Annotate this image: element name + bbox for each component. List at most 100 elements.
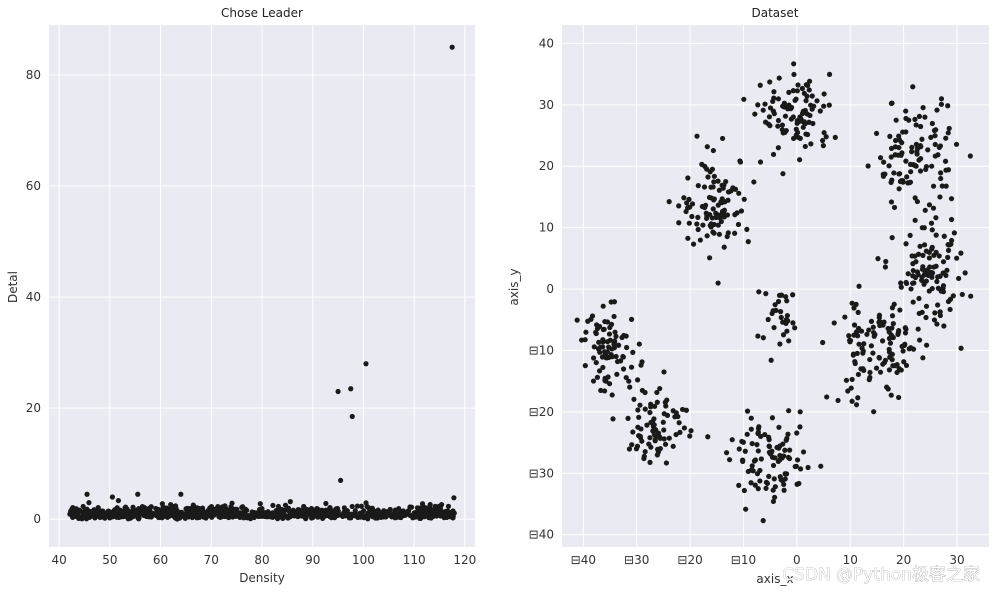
data-point [270,502,276,509]
data-point [303,507,309,514]
data-point [687,433,693,439]
data-point [84,491,90,497]
x-tick-label-left: 110 [403,553,426,567]
data-point [864,331,870,337]
data-point [610,416,616,422]
data-point [428,513,434,519]
data-point [792,325,798,331]
data-point [758,456,764,462]
data-point [896,186,902,192]
data-point [634,443,641,449]
data-point [744,408,751,414]
data-point [335,388,341,395]
data-point [794,88,800,94]
data-point [917,168,924,174]
data-point [866,327,872,333]
data-point [227,511,233,517]
data-point [635,433,642,439]
data-point [923,342,930,348]
data-point [903,158,909,164]
data-point [915,145,921,151]
data-point [797,424,803,430]
data-point [781,487,787,493]
data-point [776,75,782,81]
data-point [914,269,921,275]
data-point [729,437,735,443]
data-point [935,302,941,308]
data-point [858,328,865,334]
data-point [876,315,882,321]
data-point [762,119,769,125]
data-point [711,179,717,185]
data-point [685,175,691,181]
data-point [888,100,895,106]
data-point [782,447,788,453]
data-point [755,429,761,435]
data-point [898,367,904,373]
data-point [913,259,919,265]
data-point [395,512,401,518]
data-point [959,291,965,298]
data-point [718,218,724,225]
data-point [736,446,742,452]
data-point [772,484,778,490]
data-point [906,180,913,186]
data-point [375,507,381,513]
data-point [749,463,755,469]
data-point [942,158,949,164]
data-point [888,392,894,398]
data-point [606,331,613,337]
data-point [883,258,889,265]
data-point [875,256,881,262]
data-point [80,503,86,510]
data-point [807,112,813,119]
data-point [931,317,938,323]
data-point [900,129,906,135]
data-point [755,425,762,432]
data-point [933,232,939,238]
data-point [308,505,315,512]
data-point [790,88,796,94]
data-point [854,328,860,335]
data-point [781,453,787,459]
dataset-panel: ⊟40 ⊟30 ⊟20 ⊟10 0 10 20 30 ⊟40 ⊟30 ⊟20 ⊟10 0 10 20 30 4… [507,6,989,586]
data-point [716,187,722,193]
data-point [947,306,953,313]
data-point [913,141,919,147]
y-tick-label-right: ⊟20 [529,405,554,419]
data-point [799,110,806,117]
data-point [820,143,826,149]
data-point [657,385,663,392]
points-right [574,61,974,524]
data-point [861,341,867,347]
data-point [896,144,902,151]
data-point [287,514,293,520]
data-point [708,184,714,190]
data-point [611,338,618,344]
data-point [946,125,952,132]
data-point [732,212,738,218]
data-point [249,509,255,515]
data-point [910,267,916,274]
data-point [642,449,648,455]
data-point [790,114,796,120]
data-point [647,409,653,416]
data-point [715,178,721,184]
data-point [379,509,385,516]
data-point [934,278,940,285]
data-point [595,346,602,352]
data-point [673,410,679,416]
data-point [630,429,636,435]
data-point [100,508,106,514]
data-point [873,365,880,371]
data-point [932,153,938,159]
data-point [751,179,757,185]
data-point [818,463,824,469]
data-point [886,335,893,342]
data-point [907,161,914,167]
data-point [938,175,944,182]
data-point [684,200,690,206]
data-point [751,458,758,464]
data-point [635,407,641,413]
chart-title-right: Dataset [752,6,799,20]
